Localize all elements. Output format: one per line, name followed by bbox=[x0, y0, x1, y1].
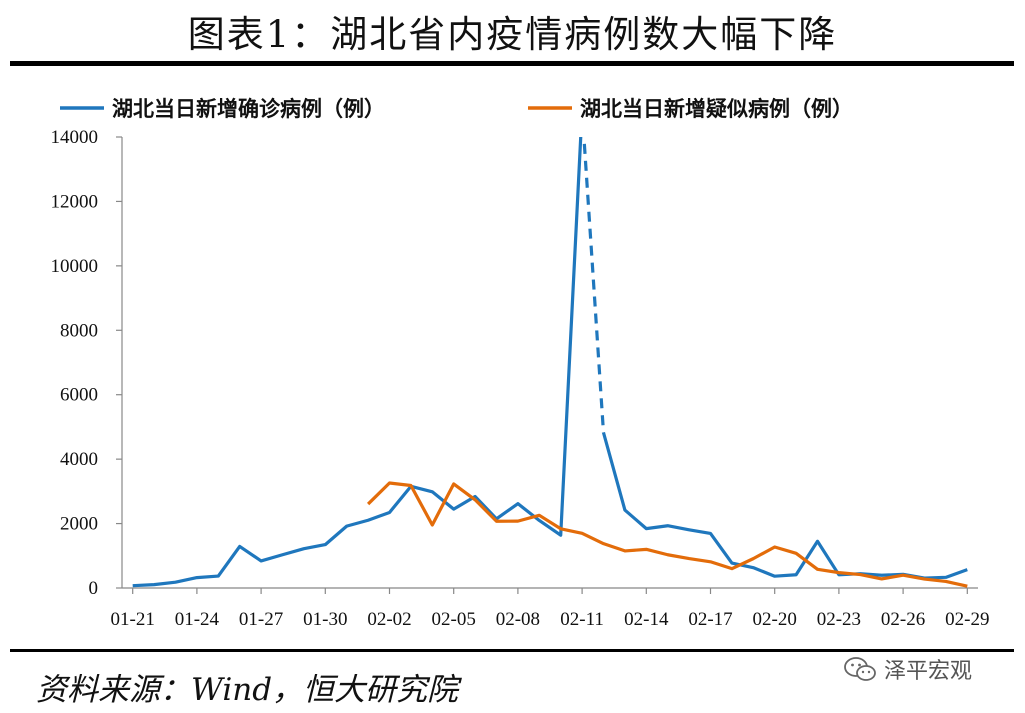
y-tick-label: 8000 bbox=[60, 320, 98, 341]
y-axis: 0 2000 4000 6000 8000 10000 12000 14000 bbox=[51, 127, 123, 599]
x-tick-label: 01-24 bbox=[175, 609, 220, 630]
x-tick-label: 02-17 bbox=[688, 609, 732, 630]
x-tick-label: 02-20 bbox=[753, 609, 797, 630]
series-line-2 bbox=[366, 481, 968, 588]
y-tick-label: 10000 bbox=[51, 256, 99, 277]
x-tick-label: 01-27 bbox=[239, 609, 283, 630]
wechat-icon bbox=[844, 657, 876, 681]
legend-label-2: 湖北当日新增疑似病例（例） bbox=[580, 97, 853, 121]
x-tick-label: 02-02 bbox=[367, 609, 411, 630]
bottom-rule bbox=[10, 649, 1014, 652]
watermark: 泽平宏观 bbox=[842, 654, 972, 684]
x-tick-label: 02-11 bbox=[560, 609, 604, 630]
x-tick-label: 01-30 bbox=[303, 609, 347, 630]
y-tick-label: 0 bbox=[89, 578, 99, 599]
source-note: 资料来源：Wind，恒大研究院 bbox=[36, 672, 459, 708]
legend-label-1: 湖北当日新增确诊病例（例） bbox=[112, 97, 385, 121]
series-dashed-segment-1 bbox=[582, 137, 606, 433]
series-line-1 bbox=[132, 137, 583, 588]
x-tick-label: 01-21 bbox=[111, 609, 155, 630]
chart-legend: 湖北当日新增确诊病例（例） 湖北当日新增疑似病例（例） bbox=[60, 97, 853, 121]
chart-series bbox=[132, 137, 968, 588]
x-tick-label: 02-08 bbox=[496, 609, 540, 630]
chart-title: 图表1：湖北省内疫情病例数大幅下降 bbox=[187, 13, 838, 56]
x-tick-label: 02-14 bbox=[624, 609, 669, 630]
x-tick-label: 02-26 bbox=[881, 609, 925, 630]
y-tick-label: 14000 bbox=[51, 127, 99, 148]
x-tick-label: 02-23 bbox=[817, 609, 861, 630]
top-rule bbox=[10, 61, 1014, 66]
line-chart: 湖北当日新增确诊病例（例） 湖北当日新增疑似病例（例） 0 2000 4000 6000… bbox=[51, 97, 990, 630]
y-tick-label: 2000 bbox=[60, 514, 98, 535]
y-tick-label: 6000 bbox=[60, 385, 98, 406]
y-tick-label: 4000 bbox=[60, 449, 98, 470]
y-tick-label: 12000 bbox=[51, 191, 99, 212]
series-line-1 bbox=[601, 432, 968, 580]
x-tick-label: 02-05 bbox=[432, 609, 476, 630]
x-axis: 01-21 01-24 01-27 01-30 02-02 02-05 02-08 02-11… bbox=[111, 587, 989, 630]
watermark-text: 泽平宏观 bbox=[884, 659, 973, 684]
x-tick-label: 02-29 bbox=[945, 609, 989, 630]
